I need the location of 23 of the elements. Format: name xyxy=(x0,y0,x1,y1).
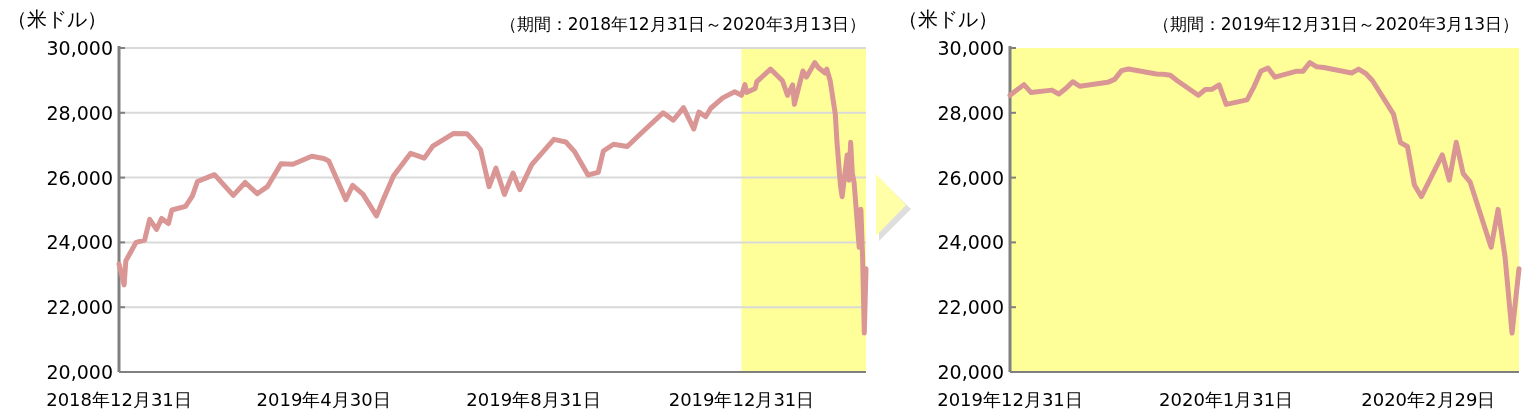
x-tick-label: 2020年2月29日 xyxy=(1361,389,1496,410)
y-tick-label: 28,000 xyxy=(46,101,113,124)
y-tick-label: 22,000 xyxy=(937,296,1004,319)
y-tick-label: 22,000 xyxy=(46,296,113,319)
chart-title: （期間：2018年12月31日～2020年3月13日） xyxy=(499,14,866,34)
y-tick-label: 28,000 xyxy=(937,101,1004,124)
y-tick-label: 24,000 xyxy=(46,231,113,254)
x-tick-label: 2019年4月30日 xyxy=(256,389,391,410)
y-tick-label: 24,000 xyxy=(937,231,1004,254)
x-tick-label: 2019年12月31日 xyxy=(668,389,815,410)
x-tick-label: 2020年1月31日 xyxy=(1159,389,1294,410)
y-tick-label: 26,000 xyxy=(46,166,113,189)
y-tick-label: 26,000 xyxy=(937,166,1004,189)
y-axis-title: （米ドル） xyxy=(898,7,998,31)
x-tick-label: 2019年8月31日 xyxy=(466,389,601,410)
y-tick-label: 30,000 xyxy=(46,37,113,59)
chart-title: （期間：2019年12月31日～2020年3月13日） xyxy=(1152,14,1519,34)
y-axis-title: （米ドル） xyxy=(7,7,107,31)
y-tick-label: 30,000 xyxy=(937,37,1004,59)
x-tick-label: 2019年12月31日 xyxy=(937,389,1083,410)
x-tick-label: 2018年12月31日 xyxy=(46,389,192,410)
y-tick-label: 20,000 xyxy=(46,361,113,383)
y-tick-label: 20,000 xyxy=(937,361,1004,383)
